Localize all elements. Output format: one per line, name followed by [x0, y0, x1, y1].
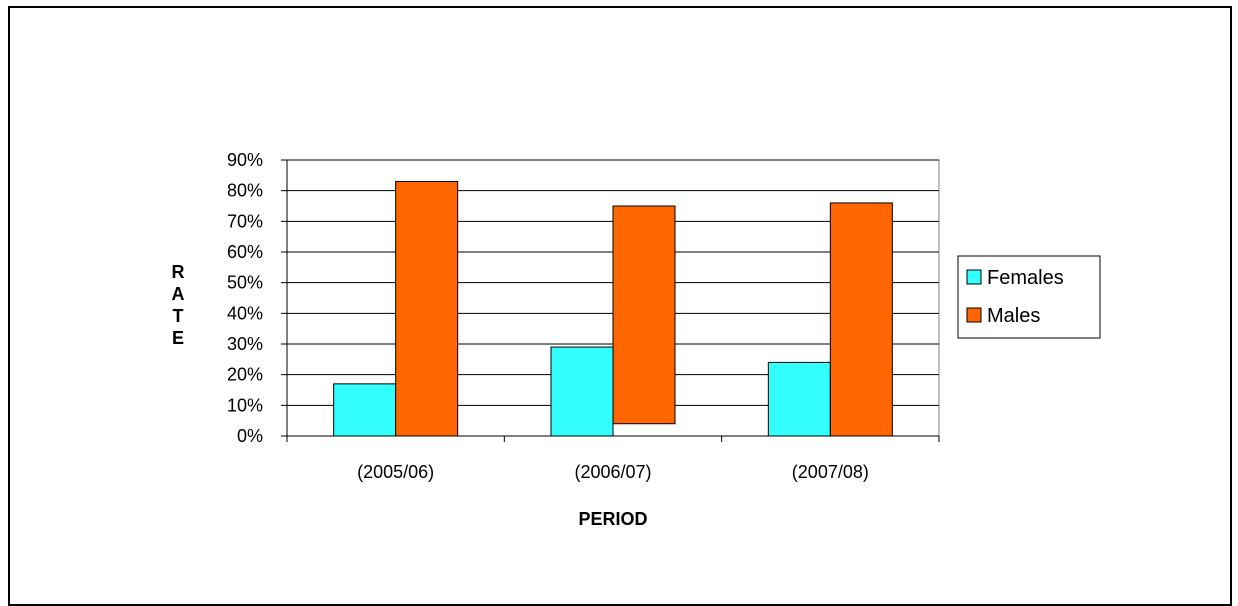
y-tick-label: 90% — [227, 150, 263, 170]
bar-females — [767, 361, 831, 437]
y-tick-label: 10% — [227, 395, 263, 415]
y-tick-label: 0% — [237, 426, 263, 446]
x-tick-label: (2005/06) — [357, 462, 434, 482]
y-tick-label: 60% — [227, 242, 263, 262]
y-tick-label: 70% — [227, 211, 263, 231]
bar-males — [829, 202, 893, 437]
bar-males — [612, 205, 676, 425]
legend-box — [957, 255, 1101, 339]
legend-label-males: Males — [987, 305, 1040, 327]
legend: Females Males — [957, 255, 1101, 339]
legend-swatch-males — [966, 307, 982, 323]
x-tick-label: (2006/07) — [574, 462, 651, 482]
legend-swatch-females — [966, 269, 982, 285]
bar-males — [395, 180, 459, 437]
x-tick-label: (2007/08) — [792, 462, 869, 482]
y-tick-label: 20% — [227, 365, 263, 385]
y-tick-label: 40% — [227, 303, 263, 323]
x-axis-title: PERIOD — [578, 509, 647, 529]
x-axis: (2005/06) (2006/07) (2007/08) — [286, 435, 940, 482]
legend-label-females: Females — [987, 267, 1064, 289]
bar-females — [550, 346, 614, 437]
y-tick-label: 80% — [227, 181, 263, 201]
bar-chart: 0%10%20%30%40%50%60%70%80%90% (2005/06)(… — [172, 150, 1101, 529]
y-tick-label: 50% — [227, 273, 263, 293]
bars — [333, 180, 893, 437]
y-tick-label: 30% — [227, 334, 263, 354]
y-axis: 0% 10% 20% 30% 40% 50% 60% 70% 80% 90% — [227, 150, 288, 446]
bar-females — [333, 383, 397, 437]
